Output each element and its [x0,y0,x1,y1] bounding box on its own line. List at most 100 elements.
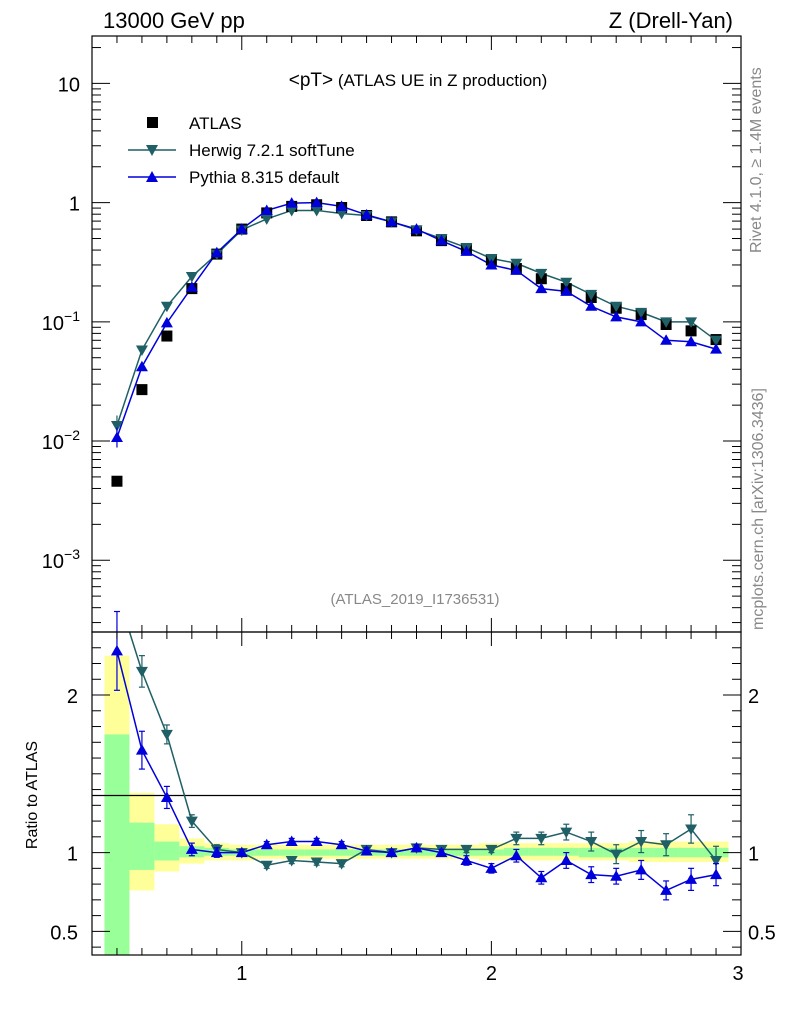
ratio-ytick-label-right: 2 [748,686,759,708]
ratio-band-green [154,841,180,861]
legend-atlas-label: ATLAS [189,114,242,133]
main-point-herwig [585,289,598,301]
ratio-point-herwig [610,849,623,861]
ratio-series-markers [110,610,723,901]
main-point-pythia [210,246,223,258]
ratio-ytick-label-left: 0.5 [50,922,78,944]
main-point-herwig [560,277,573,289]
main-point-herwig [660,317,673,328]
ratio-point-herwig [485,844,498,856]
ratio-band-green [279,849,305,856]
main-ytick-label: 10−1 [42,308,80,335]
title-main: <pT> [289,70,333,91]
ratio-point-pythia [385,846,398,858]
ratio-point-herwig [310,857,323,869]
main-point-herwig [335,209,348,220]
main-point-atlas [685,325,697,337]
ratio-point-pythia [310,835,323,847]
ratio-point-pythia [710,868,723,880]
ratio-point-pythia [535,871,548,883]
main-series-lines [116,201,717,438]
main-ytick-base: 10 [42,313,64,335]
main-point-pythia [535,282,548,294]
main-point-pythia [185,281,198,292]
ratio-point-pythia [560,854,573,865]
ratio-point-herwig [710,855,723,867]
ratio-ytick-label-right: 1 [748,844,759,866]
ratio-point-pythia [610,870,623,881]
mcplots-label: mcplots.cern.ch [arXiv:1306.3436] [750,388,767,630]
main-point-pythia [635,315,648,327]
main-point-herwig [635,307,648,319]
main-line-herwig [116,209,717,426]
main-point-pythia [385,215,398,227]
main-point-pythia [510,264,523,275]
main-point-pythia [235,223,248,234]
main-point-herwig [185,272,198,283]
main-point-pythia [135,360,148,372]
main-point-pythia [360,208,373,220]
ratio-point-pythia [660,884,673,895]
main-line-pythia [116,201,717,438]
main-point-herwig [535,268,548,280]
ratio-band-green [254,849,280,856]
main-point-herwig [310,205,323,217]
ratio-point-herwig [260,860,273,872]
main-ytick-exponent: −1 [64,308,80,324]
legend-herwig-marker [146,145,158,156]
ratio-point-pythia [635,863,648,875]
header-right: Z (Drell-Yan) [609,8,733,33]
main-point-herwig [110,420,123,432]
main-ytick-base: 10 [42,551,64,573]
header-left: 13000 GeV pp [103,8,245,33]
ratio-band-green [104,734,130,955]
ratio-band-green [678,847,704,858]
ratio-point-pythia [685,873,698,884]
ratio-xtick-label: 2 [486,963,497,985]
main-point-pythia [560,285,573,296]
main-point-herwig [160,301,173,313]
legend-pythia-marker [146,171,158,182]
ratio-point-pythia [410,841,423,853]
ratio-point-pythia [135,744,148,755]
ratio-point-pythia [160,791,173,802]
ratio-point-herwig [160,729,173,741]
ratio-axes: 0.5 0.5 1 1 2 2 1 2 3 [50,631,776,985]
ratio-band-green [304,849,330,856]
main-point-pythia [285,197,298,208]
ratio-point-pythia [210,846,223,858]
ratio-point-pythia [185,843,198,854]
ratio-band-green [129,822,155,870]
ratio-point-herwig [535,833,548,845]
main-point-pythia [710,343,723,354]
ratio-point-herwig [585,837,598,848]
ratio-point-herwig [685,824,698,835]
ratio-point-herwig [660,840,673,851]
ratio-point-pythia [460,854,473,865]
ratio-point-herwig [560,827,573,839]
main-point-pythia [410,223,423,234]
ratio-point-herwig [460,844,473,856]
ratio-point-herwig [285,855,298,867]
legend-herwig-label: Herwig 7.2.1 softTune [189,141,355,160]
main-ytick-exponent: −3 [64,546,80,562]
main-ytick-label: 10−2 [42,427,80,454]
main-ytick-base: 10 [42,432,64,454]
analysis-watermark: (ATLAS_2019_I1736531) [330,591,499,608]
main-ytick-exponent: −2 [64,427,80,443]
main-ytick-base: 10 [58,74,80,96]
ratio-point-herwig [135,666,148,678]
ratio-point-pythia [110,644,123,656]
main-point-pythia [310,196,323,208]
ratio-ytick-label-left: 2 [67,686,78,708]
ratio-point-pythia [510,849,523,861]
main-point-herwig [135,345,148,357]
ratio-point-pythia [585,868,598,880]
main-point-pythia [110,431,123,443]
main-point-herwig [510,258,523,270]
main-point-herwig [610,301,623,313]
ratio-point-herwig [185,816,198,828]
ratio-ytick-label-right: 0.5 [748,922,776,944]
